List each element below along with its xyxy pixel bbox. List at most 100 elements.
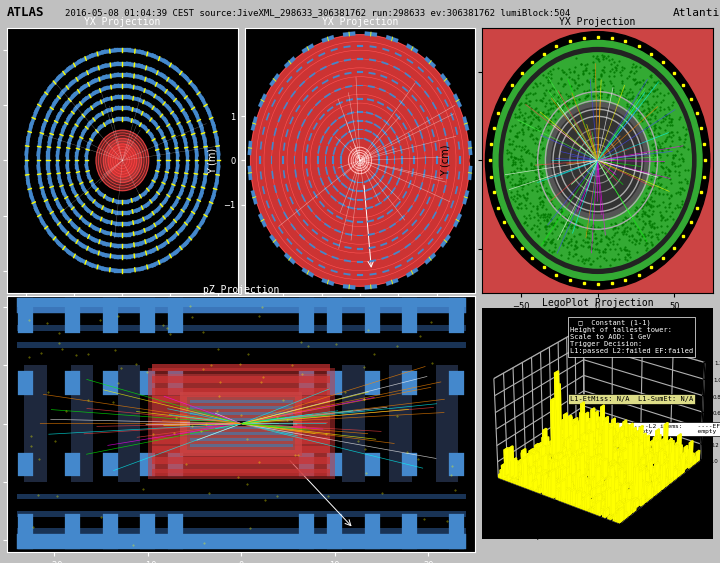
Polygon shape bbox=[207, 109, 216, 128]
Polygon shape bbox=[390, 222, 396, 228]
Polygon shape bbox=[179, 89, 193, 106]
Polygon shape bbox=[77, 108, 90, 123]
Polygon shape bbox=[114, 84, 130, 88]
Polygon shape bbox=[125, 84, 142, 91]
Polygon shape bbox=[365, 187, 372, 192]
Bar bbox=[140, 298, 155, 333]
Polygon shape bbox=[105, 208, 120, 215]
Polygon shape bbox=[66, 200, 79, 217]
Polygon shape bbox=[269, 234, 280, 248]
Polygon shape bbox=[325, 167, 328, 175]
Polygon shape bbox=[408, 133, 412, 141]
Polygon shape bbox=[144, 113, 158, 126]
Polygon shape bbox=[382, 48, 390, 52]
Polygon shape bbox=[330, 48, 338, 52]
Bar bbox=[190, 444, 293, 447]
Polygon shape bbox=[193, 137, 199, 157]
Polygon shape bbox=[318, 264, 325, 269]
Polygon shape bbox=[375, 114, 382, 119]
Polygon shape bbox=[48, 177, 56, 196]
Polygon shape bbox=[371, 141, 377, 148]
Polygon shape bbox=[40, 219, 53, 236]
Polygon shape bbox=[443, 128, 446, 136]
Polygon shape bbox=[446, 142, 449, 150]
Polygon shape bbox=[149, 67, 166, 78]
Polygon shape bbox=[77, 175, 86, 191]
Polygon shape bbox=[69, 235, 85, 248]
Polygon shape bbox=[89, 262, 106, 271]
Polygon shape bbox=[444, 99, 449, 107]
Bar bbox=[190, 412, 293, 415]
Polygon shape bbox=[127, 267, 143, 273]
Polygon shape bbox=[106, 196, 120, 204]
Polygon shape bbox=[289, 196, 294, 204]
Polygon shape bbox=[283, 102, 288, 109]
Bar bbox=[148, 368, 335, 479]
Polygon shape bbox=[81, 120, 92, 135]
Polygon shape bbox=[176, 151, 179, 169]
Polygon shape bbox=[336, 215, 343, 220]
Polygon shape bbox=[333, 74, 340, 79]
Polygon shape bbox=[271, 171, 274, 179]
Polygon shape bbox=[402, 122, 408, 130]
Polygon shape bbox=[170, 226, 185, 241]
Polygon shape bbox=[82, 218, 98, 231]
Bar bbox=[190, 421, 293, 426]
Polygon shape bbox=[271, 142, 274, 150]
Polygon shape bbox=[343, 173, 349, 180]
Bar bbox=[389, 365, 412, 482]
Circle shape bbox=[547, 102, 648, 218]
Polygon shape bbox=[251, 116, 258, 131]
Polygon shape bbox=[319, 113, 325, 120]
Polygon shape bbox=[336, 101, 343, 106]
Polygon shape bbox=[356, 221, 364, 223]
Polygon shape bbox=[377, 215, 384, 220]
Bar bbox=[17, 307, 466, 313]
Polygon shape bbox=[324, 187, 330, 194]
Polygon shape bbox=[348, 129, 355, 133]
Polygon shape bbox=[327, 106, 333, 112]
Polygon shape bbox=[450, 113, 454, 120]
Polygon shape bbox=[330, 195, 337, 202]
Polygon shape bbox=[379, 157, 380, 164]
Bar bbox=[19, 371, 33, 395]
Polygon shape bbox=[73, 96, 88, 111]
Polygon shape bbox=[420, 105, 425, 113]
Polygon shape bbox=[29, 109, 38, 128]
Polygon shape bbox=[134, 191, 147, 202]
Polygon shape bbox=[356, 129, 364, 131]
Polygon shape bbox=[146, 101, 161, 114]
Polygon shape bbox=[248, 166, 252, 180]
Polygon shape bbox=[157, 153, 160, 168]
Polygon shape bbox=[315, 100, 321, 106]
Text: 2016-05-08 01:04:39 CEST source:JiveXML_298633_306381762 run:298633 ev:306381762: 2016-05-08 01:04:39 CEST source:JiveXML_… bbox=[65, 8, 570, 17]
Polygon shape bbox=[199, 123, 207, 143]
Polygon shape bbox=[278, 226, 284, 234]
Circle shape bbox=[504, 53, 691, 268]
Polygon shape bbox=[365, 129, 372, 133]
Polygon shape bbox=[125, 208, 140, 215]
Polygon shape bbox=[96, 108, 109, 118]
Polygon shape bbox=[375, 202, 382, 207]
Polygon shape bbox=[73, 210, 88, 225]
Polygon shape bbox=[415, 234, 421, 240]
Polygon shape bbox=[195, 151, 199, 170]
Polygon shape bbox=[428, 238, 433, 245]
Polygon shape bbox=[356, 248, 364, 249]
Polygon shape bbox=[436, 157, 438, 164]
Polygon shape bbox=[157, 210, 171, 225]
Polygon shape bbox=[338, 114, 345, 119]
Bar bbox=[190, 418, 293, 421]
Polygon shape bbox=[200, 96, 211, 115]
Bar bbox=[17, 325, 466, 330]
Polygon shape bbox=[160, 73, 176, 86]
Polygon shape bbox=[248, 141, 252, 155]
Polygon shape bbox=[356, 111, 364, 113]
Polygon shape bbox=[37, 164, 42, 184]
Polygon shape bbox=[81, 186, 92, 200]
Polygon shape bbox=[307, 257, 313, 262]
Polygon shape bbox=[435, 170, 437, 178]
Bar bbox=[66, 514, 80, 549]
Polygon shape bbox=[125, 196, 139, 204]
Polygon shape bbox=[51, 190, 61, 209]
